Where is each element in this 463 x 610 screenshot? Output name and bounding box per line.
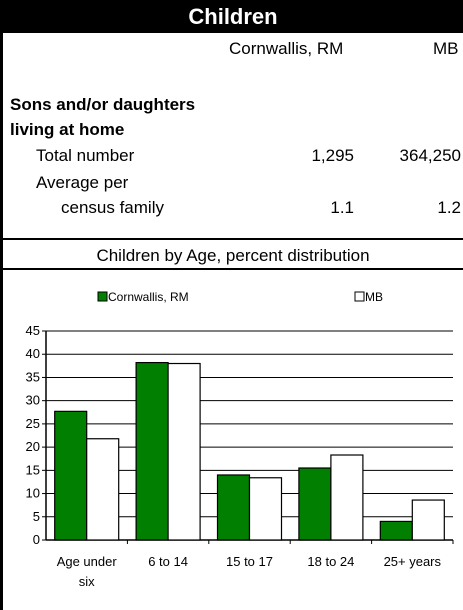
row-total-number-cornwallis: 1,295 bbox=[311, 146, 354, 165]
x-tick-label: Age under bbox=[57, 554, 118, 569]
y-tick-label: 10 bbox=[26, 486, 40, 501]
y-tick-label: 0 bbox=[33, 532, 40, 547]
row-total-number-label: Total number bbox=[36, 146, 135, 165]
row-average-label-line1: Average per bbox=[36, 173, 129, 192]
bar bbox=[167, 362, 201, 541]
x-tick-label: 6 to 14 bbox=[148, 554, 188, 569]
bar bbox=[54, 410, 88, 541]
y-tick-label: 30 bbox=[26, 393, 40, 408]
x-tick-label: 15 to 17 bbox=[226, 554, 273, 569]
panel-left-border bbox=[0, 0, 3, 610]
bar bbox=[216, 474, 251, 541]
x-tick-label: 25+ years bbox=[384, 554, 442, 569]
section-label-line1: Sons and/or daughters bbox=[10, 95, 196, 114]
section-label-line2: living at home bbox=[10, 120, 125, 139]
divider-top bbox=[3, 238, 463, 240]
bar bbox=[330, 454, 364, 541]
column-header-mb: MB bbox=[433, 39, 459, 58]
row-total-number-mb: 364,250 bbox=[399, 146, 461, 165]
legend-swatch bbox=[97, 291, 108, 302]
legend-label: Cornwallis, RM bbox=[108, 290, 189, 304]
y-tick-label: 35 bbox=[26, 369, 40, 384]
bar bbox=[411, 499, 445, 541]
legend-label: MB bbox=[365, 290, 383, 304]
bar bbox=[135, 361, 169, 541]
x-tick-label: six bbox=[79, 574, 95, 589]
row-average-mb: 1.2 bbox=[437, 198, 461, 217]
row-average-label-line2: census family bbox=[61, 198, 164, 217]
panel-title: Children bbox=[3, 0, 463, 33]
x-tick-label: 18 to 24 bbox=[307, 554, 354, 569]
y-tick-label: 40 bbox=[26, 346, 40, 361]
bar bbox=[298, 467, 332, 541]
row-average-cornwallis: 1.1 bbox=[330, 198, 354, 217]
column-header-cornwallis: Cornwallis, RM bbox=[229, 39, 344, 58]
y-tick-label: 15 bbox=[26, 462, 40, 477]
y-tick-label: 45 bbox=[26, 323, 40, 338]
chart-title: Children by Age, percent distribution bbox=[96, 246, 370, 265]
y-tick-label: 5 bbox=[33, 509, 40, 524]
bar bbox=[86, 438, 120, 541]
divider-bottom bbox=[3, 268, 463, 270]
bar bbox=[379, 520, 413, 541]
y-tick-label: 25 bbox=[26, 416, 40, 431]
legend-swatch bbox=[354, 291, 365, 302]
y-tick-label: 20 bbox=[26, 439, 40, 454]
bar-chart: Cornwallis, RM MB 0 5 10 15 20 25 30 35 40 45 Age un… bbox=[26, 290, 454, 589]
bar bbox=[248, 477, 283, 541]
